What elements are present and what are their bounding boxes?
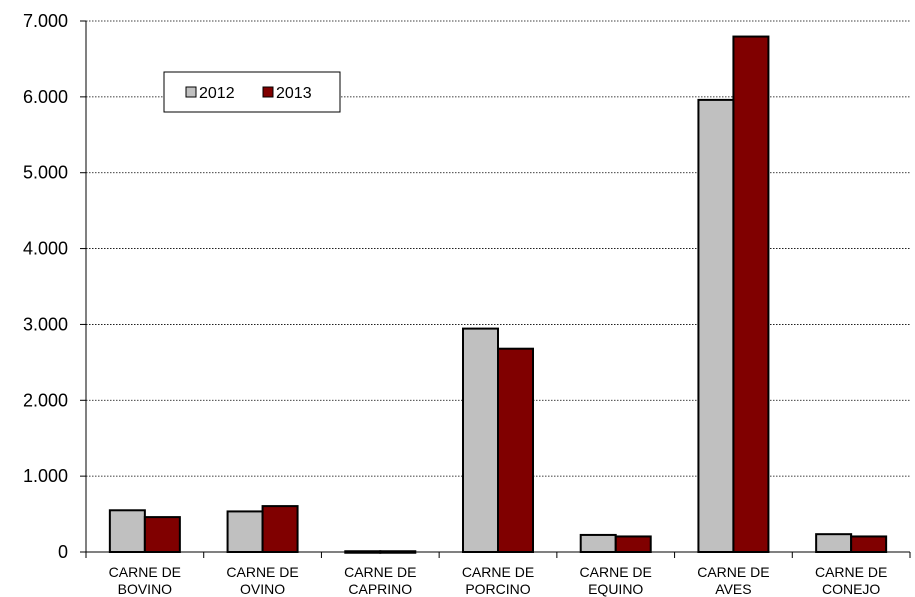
x-tick-label: CARNE DE CONEJO	[815, 564, 887, 597]
legend-swatch-2012	[185, 86, 197, 98]
bar-2013-6	[850, 535, 888, 553]
y-tick-label: 3.000	[23, 314, 68, 334]
bar-2012-0	[108, 509, 146, 553]
bar-2012-6	[815, 533, 853, 554]
legend-label-2012: 2012	[199, 85, 235, 102]
bar-2012-4	[579, 533, 617, 553]
axes	[85, 21, 911, 558]
x-tick-label: CARNE DE BOVINO	[109, 564, 181, 597]
x-tick-label: CARNE DE AVES	[697, 564, 769, 597]
y-tick-label: 1.000	[23, 466, 68, 486]
x-tick-label: CARNE DE PORCINO	[462, 564, 534, 597]
bar-2012-3	[462, 327, 499, 553]
x-axis-labels: CARNE DE BOVINO CARNE DE OVINO CARNE DE CAPRI…	[109, 564, 888, 597]
x-tick-label: CARNE DE OVINO	[226, 564, 298, 597]
y-tick-label: 7.000	[23, 11, 68, 31]
legend-swatch-2013	[262, 86, 274, 98]
bar-2012-1	[226, 510, 264, 554]
bar-2013-4	[614, 535, 652, 553]
x-tick-label: CARNE DE CAPRINO	[344, 564, 416, 597]
bar-2013-1	[261, 505, 299, 553]
y-tick-label: 4.000	[23, 239, 68, 259]
y-axis-ticks: 0 1.000 2.000 3.000 4.000 5.000 6.000 7.000	[23, 11, 86, 562]
y-tick-label: 0	[58, 542, 68, 562]
x-tick-label: CARNE DE EQUINO	[580, 564, 652, 597]
legend-label-2013: 2013	[276, 85, 312, 102]
bars	[108, 35, 888, 554]
bar-2013-3	[497, 347, 534, 553]
bar-2012-5	[697, 98, 735, 554]
y-tick-label: 2.000	[23, 390, 68, 410]
bar-2013-5	[732, 35, 770, 553]
bar-2013-0	[143, 516, 181, 553]
y-tick-label: 5.000	[23, 163, 68, 183]
y-tick-label: 6.000	[23, 87, 68, 107]
legend: 2012 2013	[163, 71, 341, 113]
